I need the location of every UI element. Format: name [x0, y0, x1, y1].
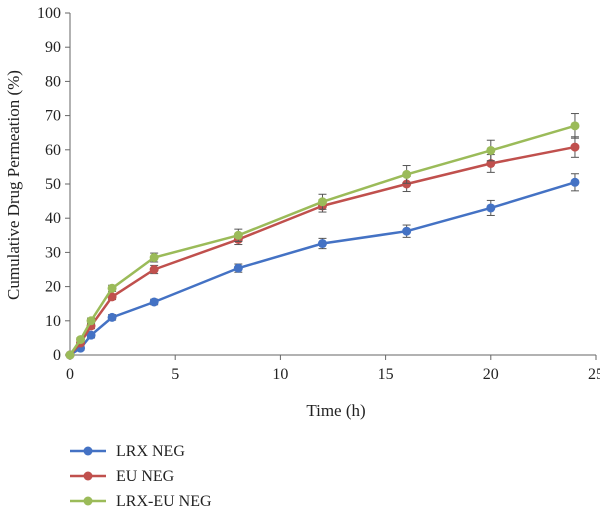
series-line: [69, 145, 576, 356]
data-point: [402, 226, 412, 236]
legend-swatch-marker: [83, 446, 93, 456]
legend: LRX NEG EU NEG LRX-EU NEG: [70, 443, 212, 510]
series-eu-neg: [65, 136, 580, 360]
series-lrx-eu-neg: [65, 113, 580, 360]
series-layer: [65, 113, 580, 360]
x-axis-title: Time (h): [306, 401, 365, 420]
y-tick-label: 50: [45, 176, 61, 193]
y-axis-title: Cumulative Drug Permeation (%): [4, 70, 23, 300]
y-axis-ticks: 0 10 20 30 40 50 60 70 80 90 100: [37, 5, 70, 364]
y-tick-label: 70: [45, 108, 61, 125]
data-point: [570, 142, 580, 152]
x-tick-label: 5: [171, 366, 179, 383]
data-point: [107, 292, 117, 302]
y-tick-label: 90: [45, 39, 61, 56]
data-point: [149, 297, 159, 307]
x-tick-label: 25: [588, 366, 600, 383]
data-point: [570, 177, 580, 187]
data-point: [317, 197, 327, 207]
y-tick-label: 20: [45, 279, 61, 296]
legend-label: EU NEG: [116, 468, 175, 485]
y-tick-label: 80: [45, 73, 61, 90]
data-point: [233, 230, 243, 240]
x-tick-label: 15: [378, 366, 394, 383]
y-tick-label: 60: [45, 142, 61, 159]
data-point: [76, 335, 86, 345]
data-point: [86, 330, 96, 340]
y-tick-label: 30: [45, 244, 61, 261]
x-tick-label: 20: [483, 366, 499, 383]
series-line: [68, 124, 576, 356]
legend-swatch-marker: [83, 496, 93, 506]
data-point: [402, 169, 412, 179]
legend-item: LRX-EU NEG: [70, 493, 212, 510]
legend-item: EU NEG: [70, 468, 175, 485]
data-point: [317, 239, 327, 249]
y-tick-label: 100: [37, 5, 61, 22]
x-tick-label: 0: [66, 366, 74, 383]
data-point: [107, 312, 117, 322]
data-point: [107, 283, 117, 293]
data-point: [486, 203, 496, 213]
data-point: [149, 265, 159, 274]
legend-swatch-marker: [83, 471, 93, 481]
data-point: [402, 179, 412, 189]
y-tick-label: 0: [53, 347, 61, 364]
data-point: [86, 316, 96, 326]
y-tick-label: 10: [45, 313, 61, 330]
legend-label: LRX-EU NEG: [116, 493, 212, 510]
data-point: [149, 253, 159, 263]
data-point: [486, 145, 496, 155]
legend-label: LRX NEG: [116, 443, 185, 460]
y-tick-label: 40: [45, 210, 61, 227]
data-point: [570, 121, 580, 131]
series-line: [69, 181, 576, 357]
x-tick-label: 10: [272, 366, 288, 383]
legend-item: LRX NEG: [70, 443, 185, 460]
x-axis-ticks: 0 5 10 15 20 25: [66, 355, 600, 383]
data-point: [233, 263, 243, 273]
data-point: [65, 350, 75, 360]
